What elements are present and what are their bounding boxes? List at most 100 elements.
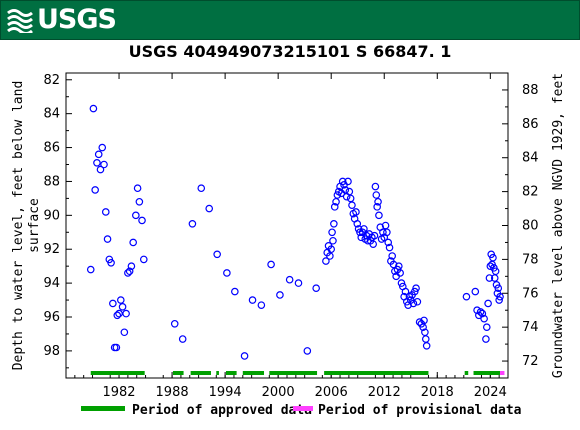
approved-period-bar	[90, 371, 145, 375]
data-point	[353, 220, 362, 228]
data-point	[133, 184, 142, 193]
data-point	[248, 296, 257, 304]
data-point	[122, 309, 130, 318]
data-point	[338, 177, 347, 186]
data-point	[89, 104, 98, 113]
data-point	[329, 236, 337, 245]
data-point	[139, 255, 148, 264]
data-point	[120, 328, 129, 337]
approved-period-bar	[269, 371, 318, 375]
x-tick-label: 1994	[209, 385, 242, 400]
data-point	[480, 314, 488, 323]
approved-period-bar	[190, 371, 211, 375]
approved-period-bar	[172, 371, 184, 375]
data-point	[485, 274, 494, 282]
left-y-tick-label: 86	[43, 141, 60, 156]
right-y-tick-label: 86	[522, 117, 539, 132]
data-point	[285, 275, 294, 284]
x-tick-label: 2024	[474, 385, 507, 400]
data-point	[170, 319, 179, 328]
data-point	[115, 309, 123, 318]
data-point	[415, 318, 424, 326]
data-point	[178, 335, 187, 343]
data-point	[388, 252, 396, 260]
data-point	[379, 228, 387, 237]
data-point	[482, 323, 491, 331]
data-point	[276, 291, 284, 299]
data-point	[303, 347, 312, 355]
data-point	[100, 160, 108, 169]
data-point	[412, 284, 420, 292]
data-point	[344, 177, 352, 186]
data-point	[333, 191, 342, 199]
left-y-tick-label: 92	[43, 242, 60, 257]
left-y-tick-label: 82	[43, 73, 60, 88]
data-point	[312, 284, 320, 292]
approved-period-bar	[226, 371, 237, 375]
data-point	[389, 260, 398, 269]
right-y-tick-label: 88	[522, 83, 539, 98]
data-point	[96, 165, 105, 174]
data-point	[420, 316, 428, 325]
right-y-tick-label: 74	[522, 320, 539, 335]
data-point	[473, 306, 481, 315]
data-point	[86, 265, 95, 274]
left-y-axis-label: surface	[27, 198, 42, 253]
usgs-logo[interactable]: USGS	[7, 4, 117, 35]
right-y-tick-label: 78	[522, 252, 539, 267]
usgs-wave-icon	[7, 7, 33, 35]
chart-title: USGS 404949073215101 S 66847. 1	[128, 42, 452, 61]
left-y-tick-label: 96	[43, 310, 60, 325]
data-point	[107, 258, 115, 267]
logo-text: USGS	[37, 4, 117, 35]
data-point	[124, 269, 132, 277]
x-tick-label: 2018	[421, 385, 454, 400]
data-point	[223, 269, 231, 277]
data-point	[103, 235, 112, 243]
right-y-tick-label: 82	[522, 185, 539, 200]
data-point	[117, 296, 125, 304]
data-point	[476, 308, 485, 316]
data-point	[257, 301, 266, 309]
data-point	[496, 292, 504, 301]
data-point	[374, 197, 382, 206]
x-tick-label: 2006	[315, 385, 348, 400]
data-point	[91, 186, 99, 194]
approved-period-bar	[216, 371, 219, 375]
data-point	[197, 184, 206, 193]
plot-frame	[65, 72, 509, 379]
data-point	[341, 186, 350, 194]
x-tick-label: 2012	[368, 385, 401, 400]
data-point	[484, 299, 492, 308]
data-point	[396, 269, 404, 277]
data-point	[330, 203, 339, 211]
data-point	[357, 233, 366, 242]
data-point	[352, 208, 360, 216]
approved-period-bar	[464, 371, 469, 375]
data-point	[345, 187, 354, 196]
right-y-tick-label: 76	[522, 286, 539, 301]
data-point	[373, 203, 381, 211]
data-point	[385, 243, 394, 252]
data-point	[422, 342, 431, 350]
x-tick-label: 1982	[102, 385, 135, 400]
data-point	[346, 194, 355, 203]
data-point	[494, 284, 503, 292]
data-point	[129, 238, 137, 247]
data-point	[486, 262, 495, 270]
data-point	[138, 216, 146, 225]
data-point	[188, 220, 197, 228]
data-point	[372, 191, 381, 199]
right-y-tick-label: 72	[522, 354, 539, 369]
data-point	[240, 352, 249, 360]
data-point	[370, 231, 379, 240]
data-point	[478, 309, 487, 318]
legend-provisional-label: Period of provisional data	[318, 403, 522, 418]
usgs-banner: USGS	[0, 0, 580, 40]
data-point	[112, 343, 121, 352]
data-point	[231, 287, 239, 296]
data-point	[421, 335, 430, 343]
data-point	[371, 182, 380, 191]
data-point	[322, 257, 330, 265]
data-point	[381, 221, 390, 230]
